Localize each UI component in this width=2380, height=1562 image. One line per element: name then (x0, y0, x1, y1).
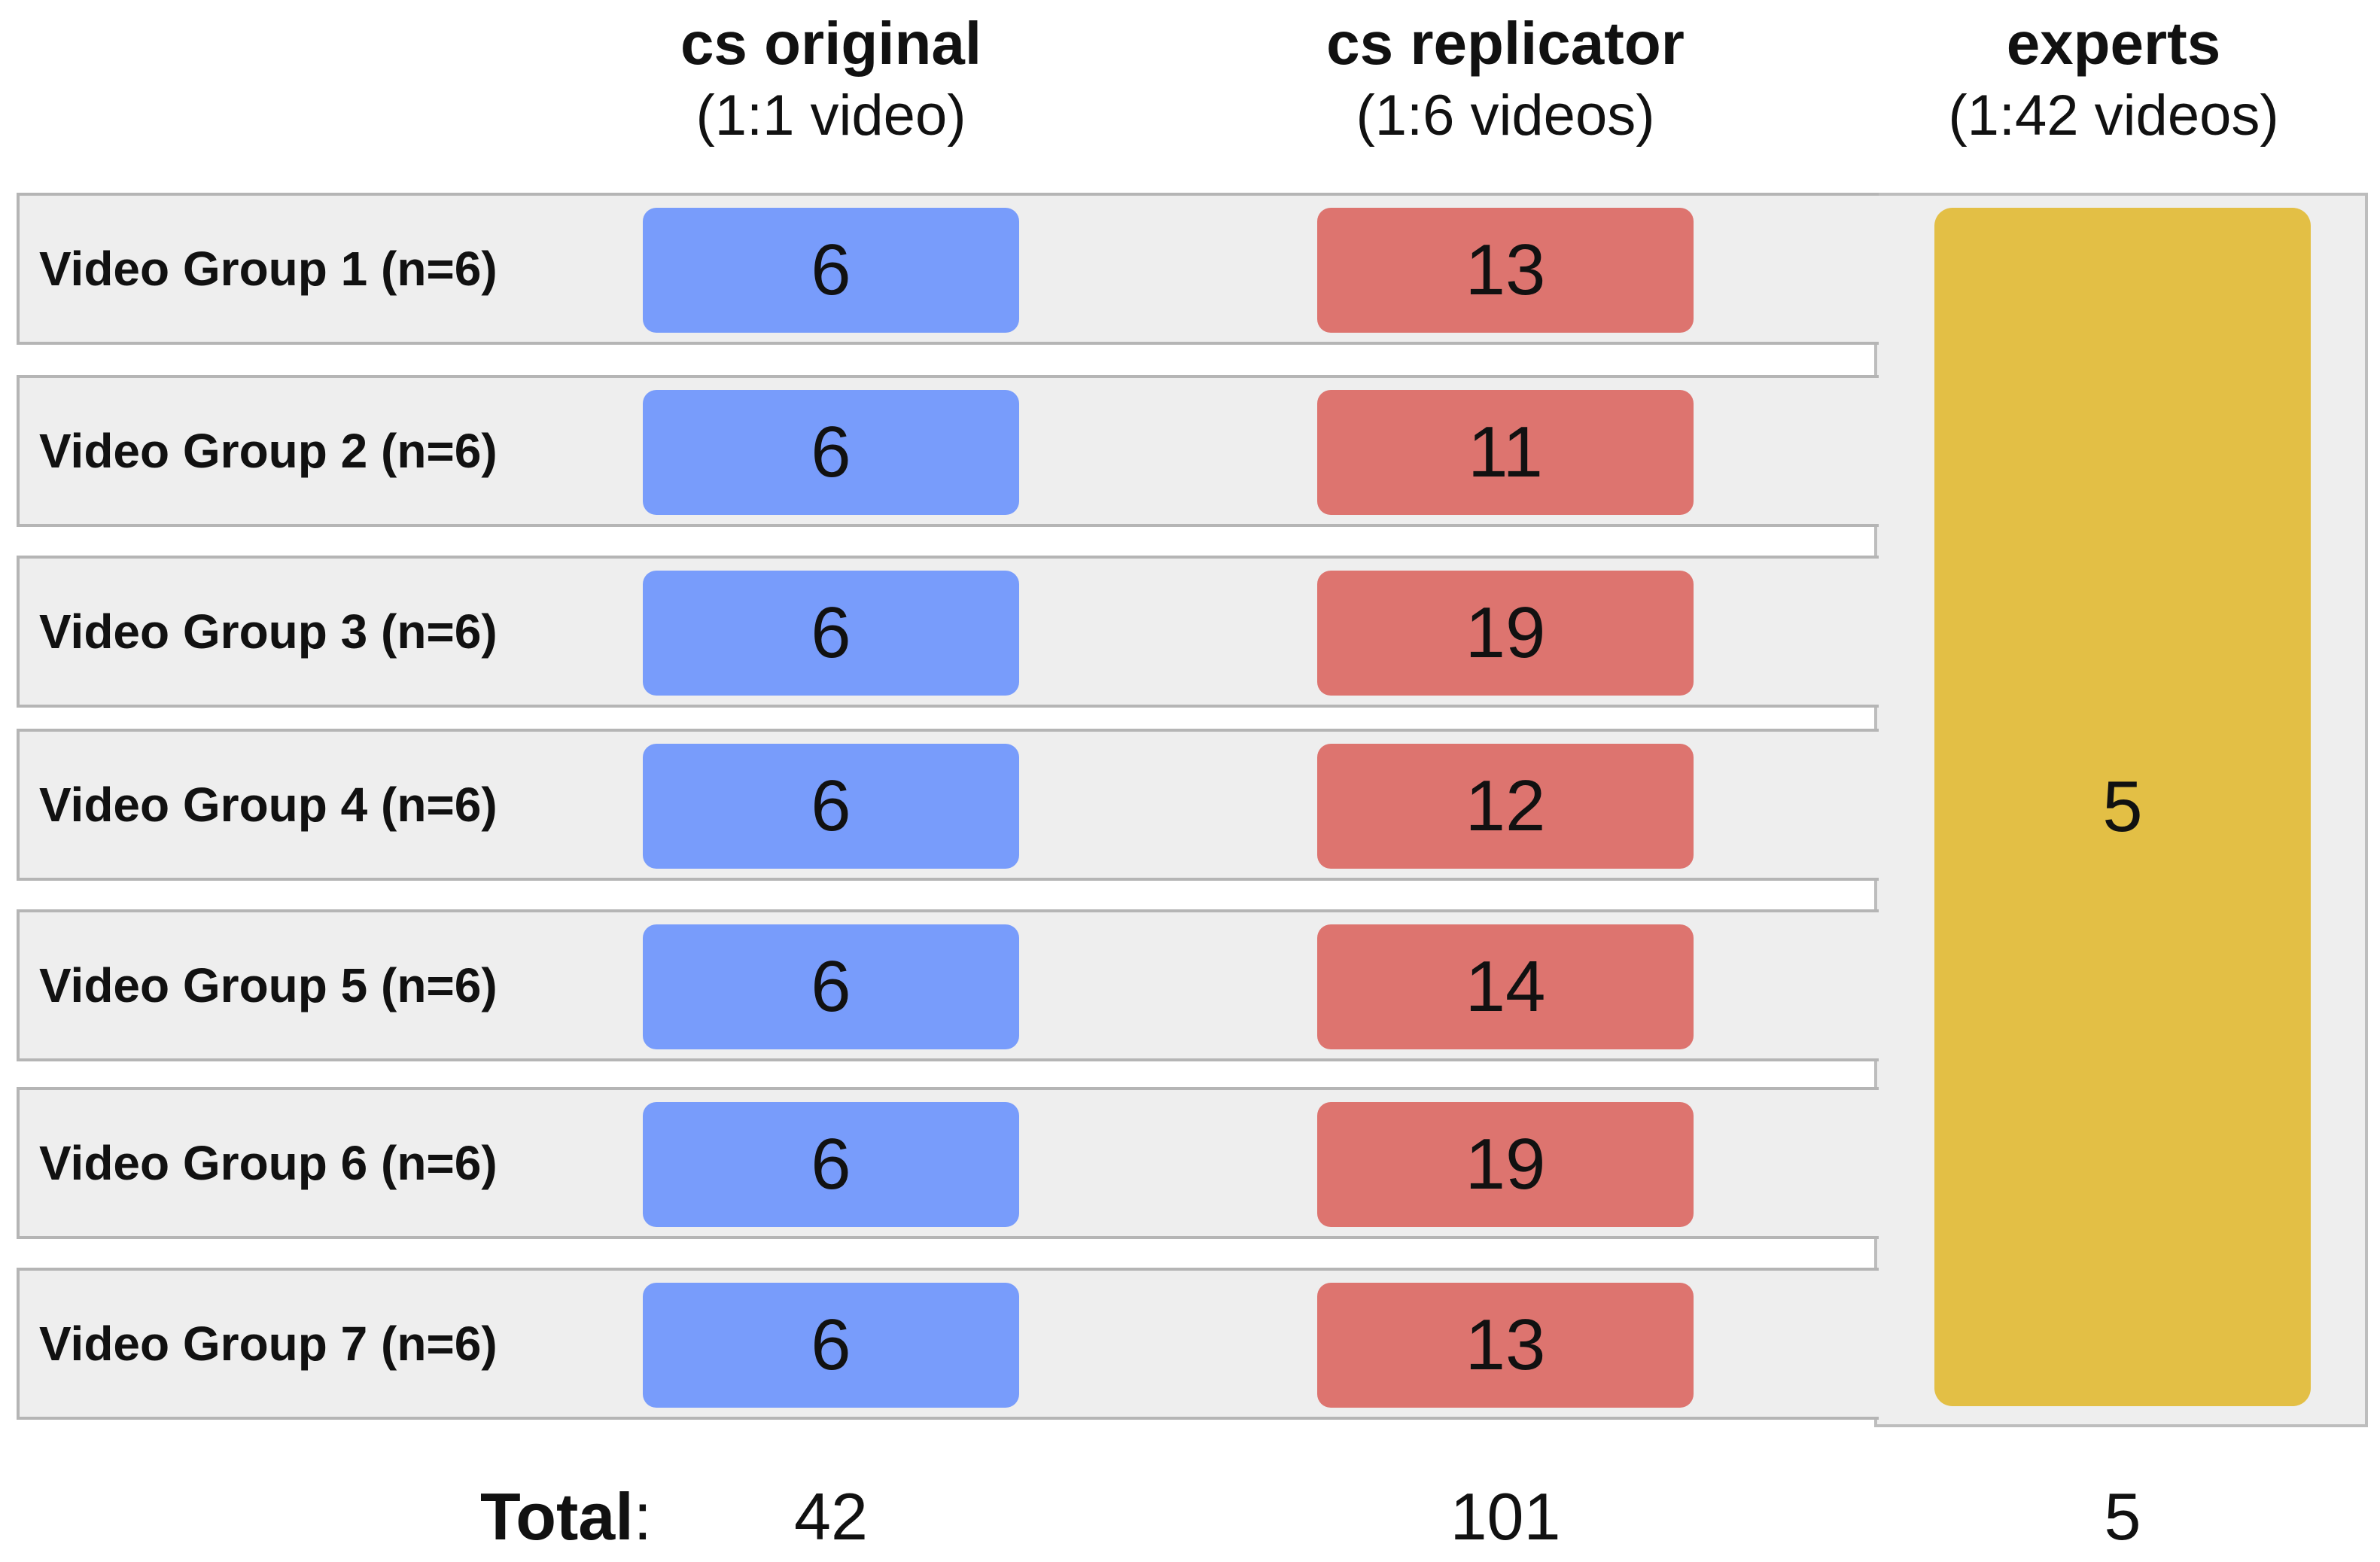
row-label: Video Group 1 (n=6) (39, 242, 498, 296)
cs-replicator-value: 19 (1317, 1102, 1694, 1227)
experts-value: 5 (1934, 208, 2311, 1406)
cs-replicator-value: 13 (1317, 208, 1694, 333)
column-header-experts: experts (1:42 videos) (1918, 8, 2309, 152)
row-label: Video Group 7 (n=6) (39, 1317, 498, 1371)
total-cs-original: 42 (794, 1479, 868, 1554)
cs-original-value: 6 (643, 208, 1019, 333)
cs-original-value: 6 (643, 744, 1019, 869)
cs-original-value: 6 (643, 1102, 1019, 1227)
row-label: Video Group 3 (n=6) (39, 604, 498, 659)
row-label: Video Group 6 (n=6) (39, 1136, 498, 1190)
cs-original-value: 6 (643, 571, 1019, 696)
column-header-cs-original: cs original (1:1 video) (635, 8, 1027, 152)
cs-replicator-value: 11 (1317, 390, 1694, 515)
column-title: cs replicator (1326, 10, 1685, 77)
total-label: Total: (480, 1475, 652, 1558)
column-header-cs-replicator: cs replicator (1:6 videos) (1310, 8, 1701, 152)
cs-replicator-value: 12 (1317, 744, 1694, 869)
row-label: Video Group 4 (n=6) (39, 778, 498, 832)
column-subtitle: (1:1 video) (695, 84, 966, 148)
cs-replicator-value: 14 (1317, 924, 1694, 1049)
cs-replicator-value: 19 (1317, 571, 1694, 696)
cs-original-value: 6 (643, 924, 1019, 1049)
total-experts: 5 (2104, 1479, 2141, 1554)
column-subtitle: (1:42 videos) (1948, 84, 2279, 148)
column-subtitle: (1:6 videos) (1356, 84, 1655, 148)
column-title: experts (2006, 10, 2221, 77)
cs-original-value: 6 (643, 390, 1019, 515)
cs-replicator-value: 13 (1317, 1283, 1694, 1408)
row-label: Video Group 2 (n=6) (39, 424, 498, 478)
total-label-colon: : (633, 1479, 653, 1554)
cs-original-value: 6 (643, 1283, 1019, 1408)
total-cs-replicator: 101 (1450, 1479, 1561, 1554)
column-title: cs original (680, 10, 982, 77)
row-label: Video Group 5 (n=6) (39, 958, 498, 1012)
total-label-text: Total (480, 1479, 634, 1554)
